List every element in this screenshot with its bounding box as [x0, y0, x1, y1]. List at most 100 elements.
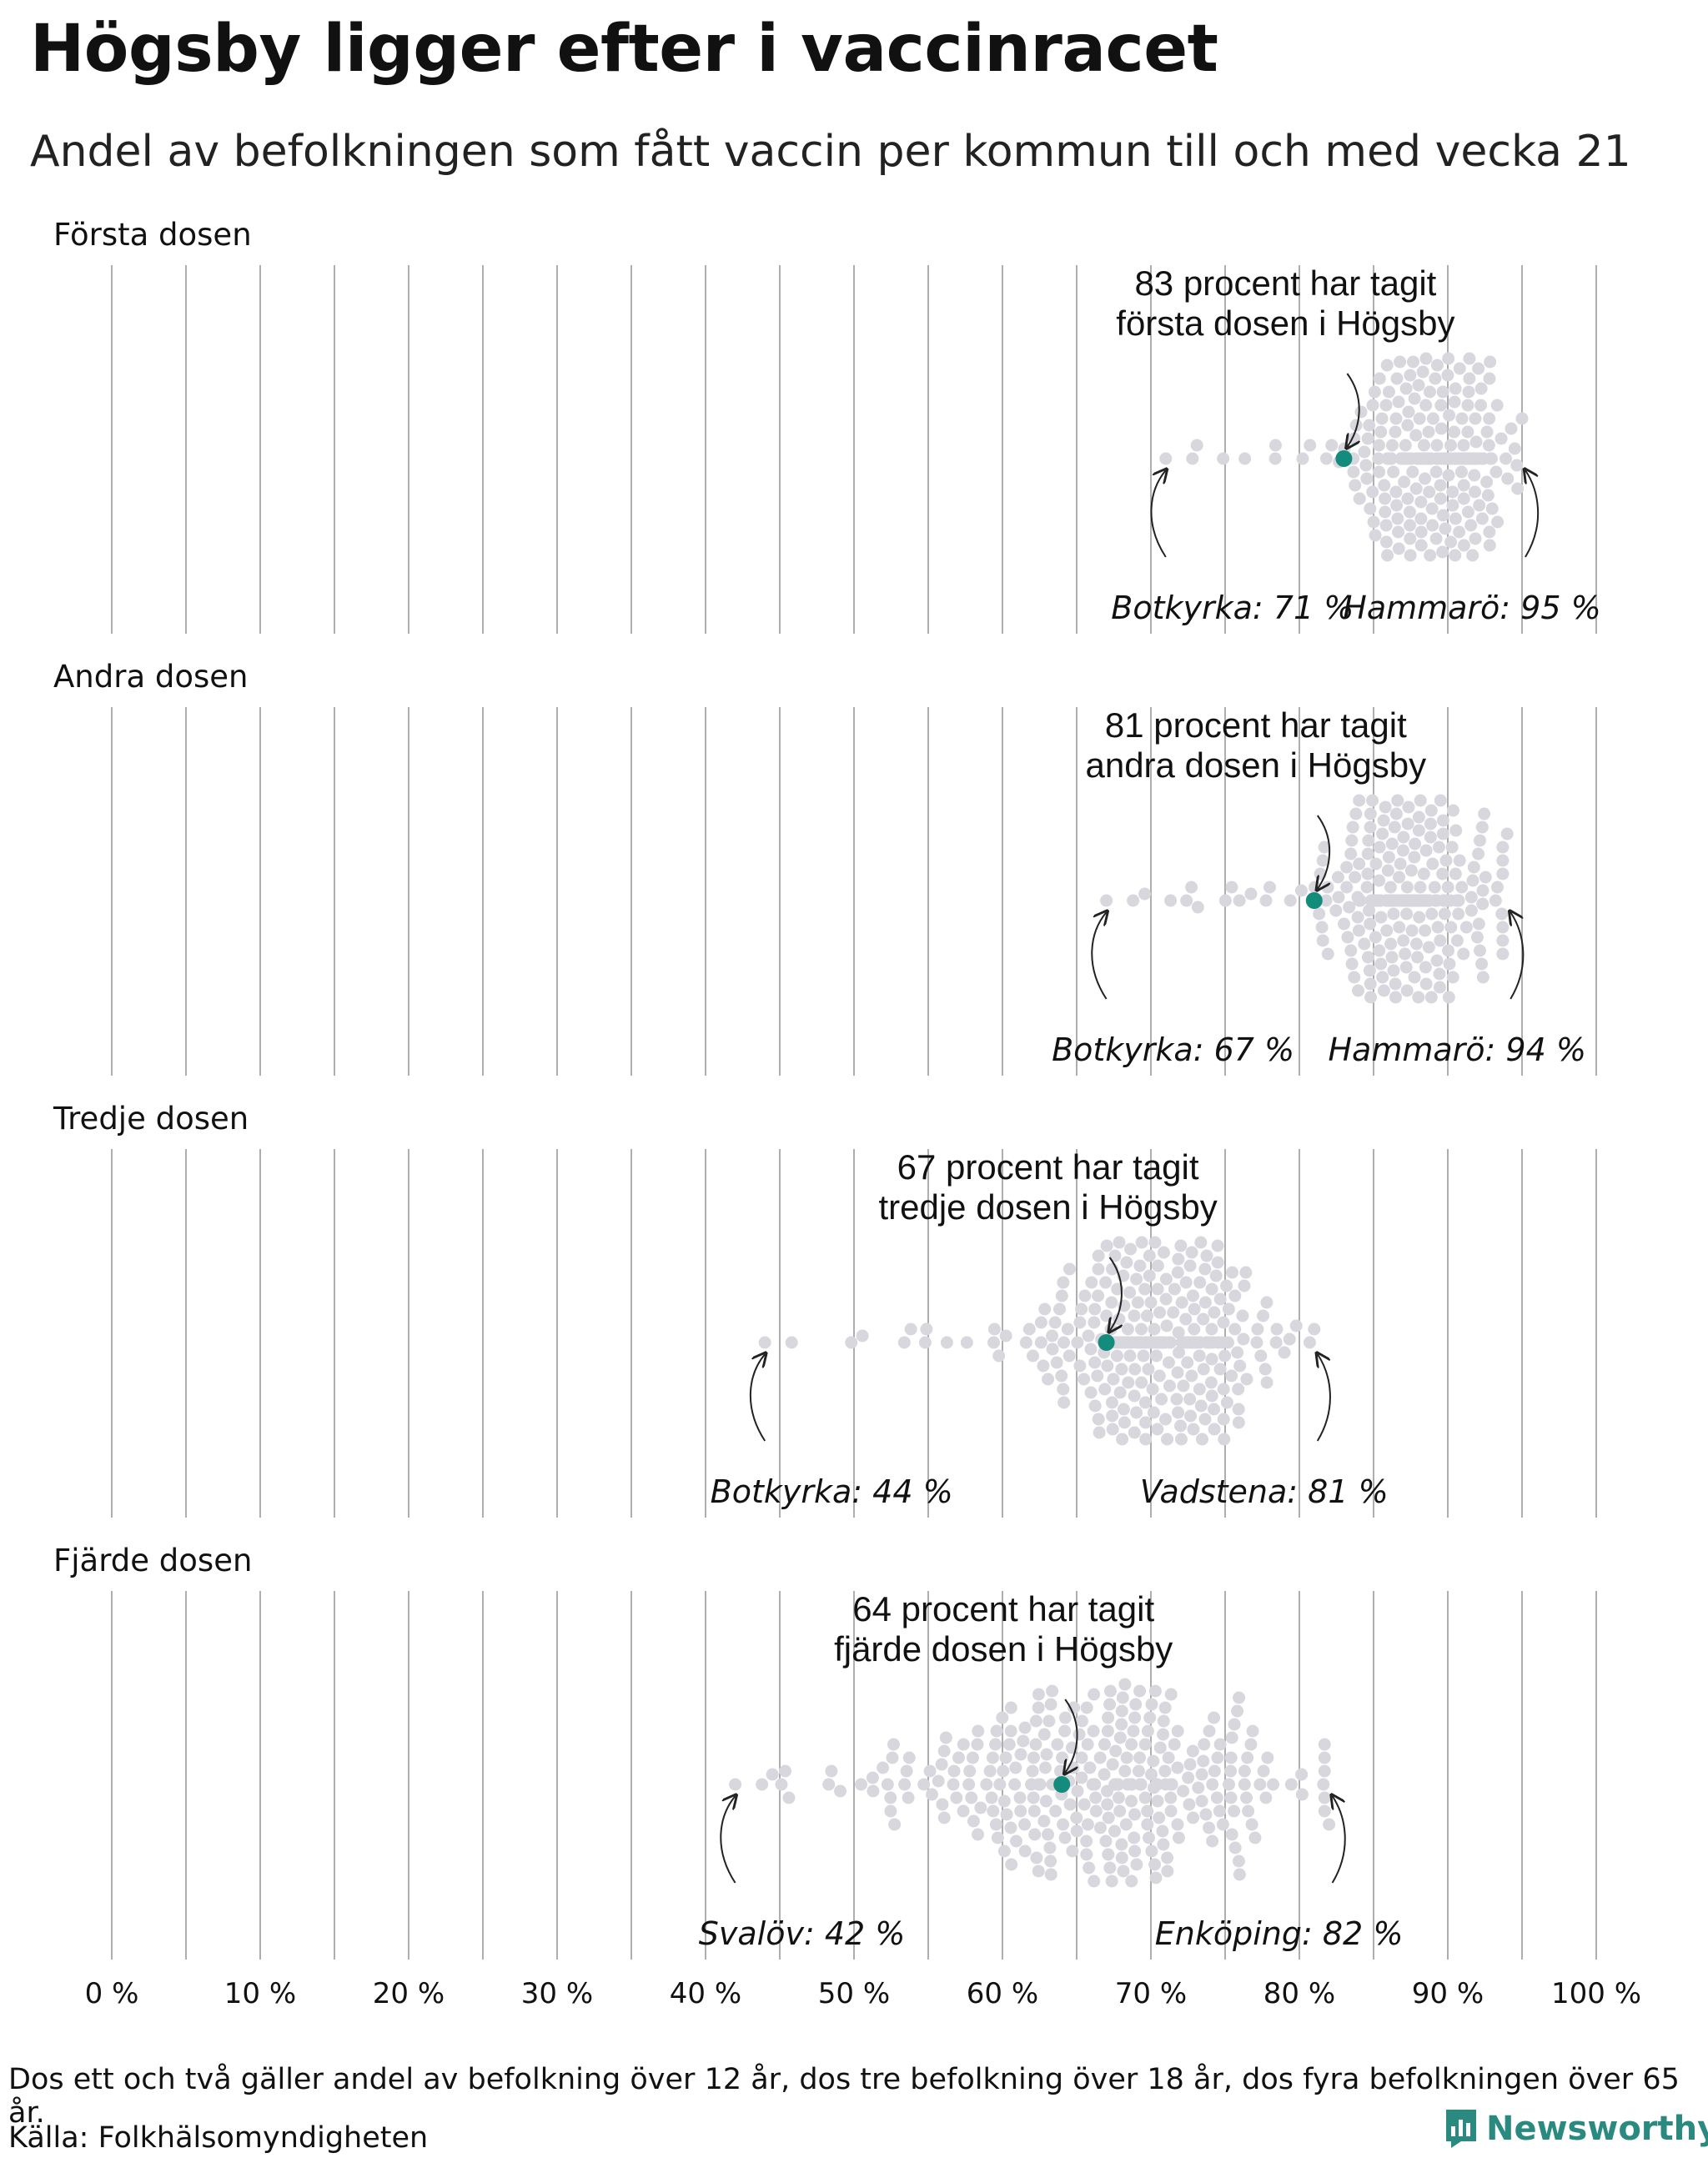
municipality-dot — [1115, 1718, 1128, 1731]
municipality-dot — [1394, 857, 1407, 871]
municipality-dot — [1400, 907, 1414, 921]
municipality-dot — [1088, 1356, 1102, 1369]
municipality-dot — [1237, 1332, 1250, 1346]
municipality-dot — [1224, 1751, 1238, 1764]
municipality-dot — [1098, 1738, 1111, 1751]
municipality-dot — [1014, 1804, 1027, 1818]
municipality-dot — [1044, 1854, 1057, 1868]
municipality-dot — [1450, 934, 1464, 947]
max-arrow — [1333, 1796, 1346, 1884]
municipality-dot — [1379, 519, 1393, 532]
municipality-dot — [1195, 1433, 1208, 1446]
municipality-dot — [1431, 921, 1444, 934]
municipality-dot — [1128, 1389, 1141, 1403]
municipality-dot — [1042, 1714, 1056, 1728]
municipality-dot — [1179, 1276, 1193, 1289]
municipality-dot — [1469, 435, 1483, 449]
municipality-dot — [957, 1738, 970, 1751]
municipality-dot — [1063, 1798, 1077, 1811]
municipality-dot — [1000, 1808, 1013, 1821]
municipality-dot — [1093, 1821, 1107, 1834]
min-arrow — [1150, 470, 1165, 558]
municipality-dot — [1092, 1289, 1105, 1302]
municipality-dot — [1204, 1376, 1218, 1389]
municipality-dot — [845, 1336, 858, 1349]
municipality-dot — [1349, 479, 1362, 492]
municipality-dot — [1138, 1282, 1152, 1296]
municipality-dot — [1222, 1302, 1235, 1316]
highlight-annotation: 67 procent har tagit — [897, 1147, 1199, 1187]
municipality-dot — [1034, 1316, 1047, 1329]
municipality-dot — [1250, 1336, 1263, 1349]
municipality-dot — [1361, 432, 1374, 445]
municipality-dot — [1043, 1841, 1057, 1854]
municipality-dot — [1398, 475, 1411, 489]
municipality-dot — [1462, 385, 1475, 399]
municipality-dot — [1444, 439, 1457, 452]
municipality-dot — [1132, 1764, 1145, 1778]
municipality-dot — [1075, 1714, 1088, 1728]
municipality-dot — [1228, 1289, 1242, 1302]
municipality-dot — [1164, 1791, 1178, 1804]
municipality-dot — [1171, 1266, 1184, 1279]
municipality-dot — [1162, 1751, 1175, 1764]
municipality-dot — [1364, 977, 1377, 991]
municipality-dot — [1238, 1279, 1251, 1292]
municipality-dot — [1205, 1322, 1218, 1336]
municipality-dot — [1240, 1791, 1253, 1804]
municipality-dot — [1429, 532, 1443, 545]
municipality-dot — [1245, 1818, 1258, 1831]
municipality-dot — [1113, 1804, 1127, 1818]
municipality-dot — [1073, 1359, 1087, 1373]
municipality-dot — [962, 1778, 976, 1791]
municipality-dot — [1319, 894, 1333, 907]
municipality-dot — [1269, 1336, 1283, 1349]
municipality-dot — [1408, 392, 1421, 405]
municipality-dot — [1198, 1413, 1212, 1426]
municipality-dot — [1138, 887, 1152, 901]
municipality-dot — [1193, 1276, 1207, 1289]
chart-subtitle: Andel av befolkningen som fått vaccin pe… — [30, 127, 1631, 177]
municipality-dot — [1340, 861, 1354, 874]
municipality-dot — [1034, 1336, 1047, 1349]
municipality-dot — [1409, 937, 1423, 951]
municipality-dot — [1002, 1738, 1016, 1751]
municipality-dot — [989, 1818, 1002, 1831]
municipality-dot — [1358, 445, 1371, 459]
municipality-dot — [1088, 1399, 1102, 1413]
municipality-dot — [1391, 794, 1404, 807]
highlight-arrow — [1065, 1699, 1077, 1773]
municipality-dot — [1038, 1761, 1052, 1774]
municipality-dot — [1118, 1678, 1132, 1691]
municipality-dot — [825, 1764, 838, 1778]
municipality-dot — [1389, 412, 1403, 425]
municipality-dot — [1461, 399, 1474, 412]
municipality-dot — [1412, 379, 1425, 392]
x-tick-label: 30 % — [521, 1977, 593, 2010]
municipality-dot — [1476, 897, 1489, 911]
municipality-dot — [1183, 1259, 1197, 1272]
municipality-dot — [1380, 924, 1394, 937]
municipality-dot — [1406, 465, 1419, 479]
municipality-dot — [1135, 1376, 1148, 1389]
municipality-dot — [1004, 1724, 1017, 1738]
municipality-dot — [1385, 837, 1399, 851]
municipality-dot — [923, 1764, 937, 1778]
municipality-dot — [1389, 991, 1402, 1004]
municipality-dot — [1211, 1751, 1224, 1764]
highlight-annotation: 83 procent har tagit — [1134, 263, 1436, 303]
municipality-dot — [1430, 439, 1444, 452]
municipality-dot — [1232, 1383, 1245, 1396]
municipality-dot — [1393, 921, 1406, 934]
municipality-dot — [1195, 1768, 1208, 1781]
municipality-dot — [1109, 1744, 1123, 1758]
municipality-dot — [1125, 1778, 1138, 1791]
municipality-dot — [1268, 452, 1282, 465]
municipality-dot — [1238, 1778, 1251, 1791]
municipality-dot — [1200, 1249, 1213, 1262]
municipality-dot — [926, 1788, 939, 1801]
municipality-dot — [1029, 1738, 1042, 1751]
municipality-dot — [972, 1724, 985, 1738]
municipality-dot — [1195, 1794, 1208, 1808]
